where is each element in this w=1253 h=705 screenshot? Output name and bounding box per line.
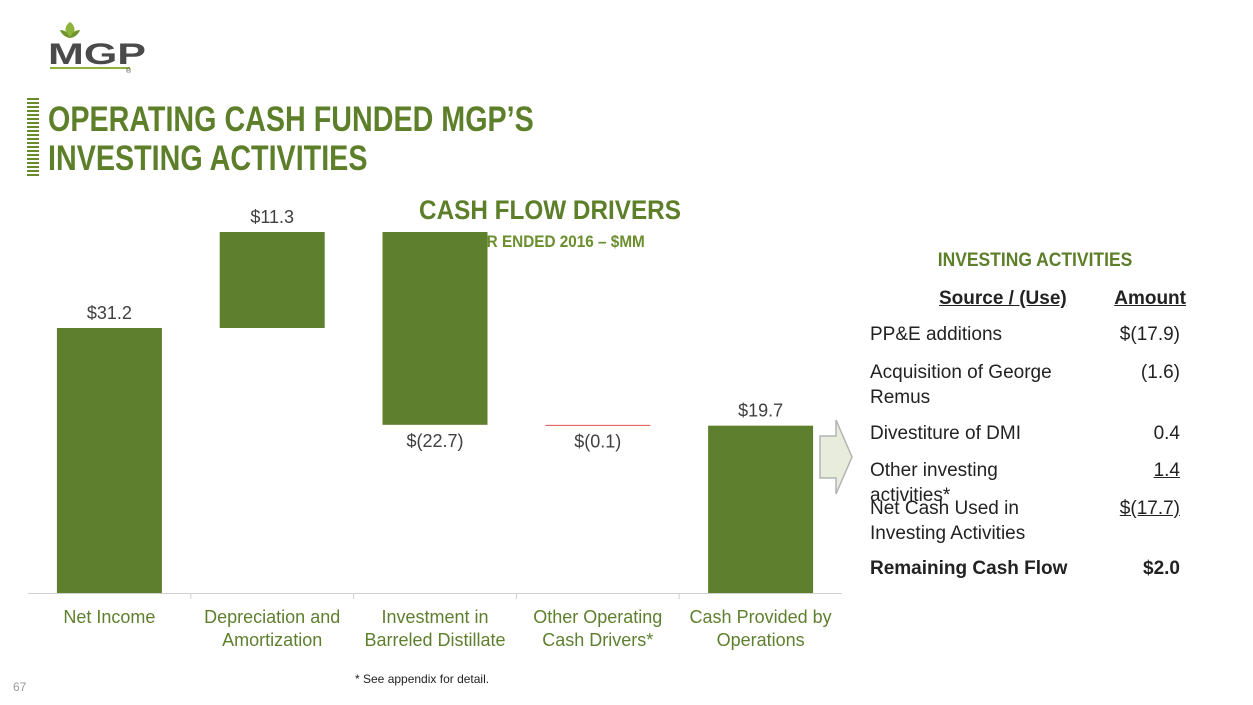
x-tick-label: Amortization xyxy=(222,630,322,650)
investing-title: INVESTING ACTIVITIES xyxy=(937,250,1133,271)
x-tick-label: Depreciation and xyxy=(204,607,340,627)
investing-row: Acquisition of George Remus (1.6) xyxy=(870,360,1190,421)
investing-table: Source / (Use) Amount PP&E additions $(1… xyxy=(870,286,1190,586)
bar-value-label: $(0.1) xyxy=(574,432,621,452)
row-label: PP&E additions xyxy=(870,324,1003,345)
row-amount: $(17.7) xyxy=(1119,498,1180,519)
mgp-logo: MGP ® xyxy=(48,22,146,74)
investing-header-row: Source / (Use) Amount xyxy=(870,286,1190,322)
bar-value-label: $31.2 xyxy=(87,303,132,323)
investing-row: Net Cash Used in Investing Activities $(… xyxy=(870,496,1190,556)
bar-value-label: $11.3 xyxy=(250,207,294,227)
x-tick-label: Other Operating xyxy=(533,607,662,627)
row-amount: 0.4 xyxy=(1153,423,1180,444)
x-tick-label: Barreled Distillate xyxy=(364,630,505,650)
logo-text: MGP xyxy=(48,38,146,71)
bar-value-label: $(22.7) xyxy=(406,431,463,451)
investing-row: Divestiture of DMI 0.4 xyxy=(870,421,1190,458)
row-label: Net Cash Used in Investing Activities xyxy=(870,498,1026,544)
page-title-line-2: INVESTING ACTIVITIES xyxy=(48,139,368,178)
investing-row: Other investing activities* 1.4 xyxy=(870,458,1190,506)
x-tick-label: Cash Drivers* xyxy=(542,630,653,650)
row-amount: $2.0 xyxy=(1143,558,1180,579)
x-tick-label: Investment in xyxy=(381,607,488,627)
investing-row: PP&E additions $(17.9) xyxy=(870,322,1190,360)
page-title: OPERATING CASH FUNDED MGP’S INVESTING AC… xyxy=(48,100,622,178)
waterfall-bar xyxy=(708,425,814,593)
amount-header: Amount xyxy=(1114,288,1186,309)
x-tick-label: Cash Provided by xyxy=(690,607,832,627)
right-arrow-icon xyxy=(819,419,853,495)
x-tick-label: Operations xyxy=(717,630,805,650)
x-tick-label: Net Income xyxy=(63,607,155,627)
investing-total-row: Remaining Cash Flow $2.0 xyxy=(870,556,1190,586)
row-label: Divestiture of DMI xyxy=(870,423,1021,444)
waterfall-bar xyxy=(219,232,325,328)
waterfall-chart: $31.2 Net Income $11.3 Depreciation and Amor… xyxy=(28,207,842,650)
waterfall-bar xyxy=(56,327,162,593)
chart-subtitle: YEAR ENDED 2016 – $MM xyxy=(455,232,645,251)
row-label: Other investing activities* xyxy=(870,460,998,506)
chart-title: CASH FLOW DRIVERS xyxy=(419,195,681,225)
waterfall-bar xyxy=(382,232,488,425)
title-accent-bar xyxy=(27,98,39,178)
row-amount: 1.4 xyxy=(1153,460,1180,481)
row-label: Acquisition of George Remus xyxy=(870,362,1052,408)
footnote: * See appendix for detail. xyxy=(355,672,490,686)
row-amount: $(17.9) xyxy=(1119,324,1180,345)
source-use-header: Source / (Use) xyxy=(938,288,1067,309)
row-label: Remaining Cash Flow xyxy=(870,558,1068,579)
row-amount: (1.6) xyxy=(1140,362,1180,383)
bar-value-label: $19.7 xyxy=(738,401,783,421)
page-title-line-1: OPERATING CASH FUNDED MGP’S xyxy=(48,100,534,139)
registered-mark: ® xyxy=(126,67,132,74)
page-number: 67 xyxy=(13,680,27,694)
